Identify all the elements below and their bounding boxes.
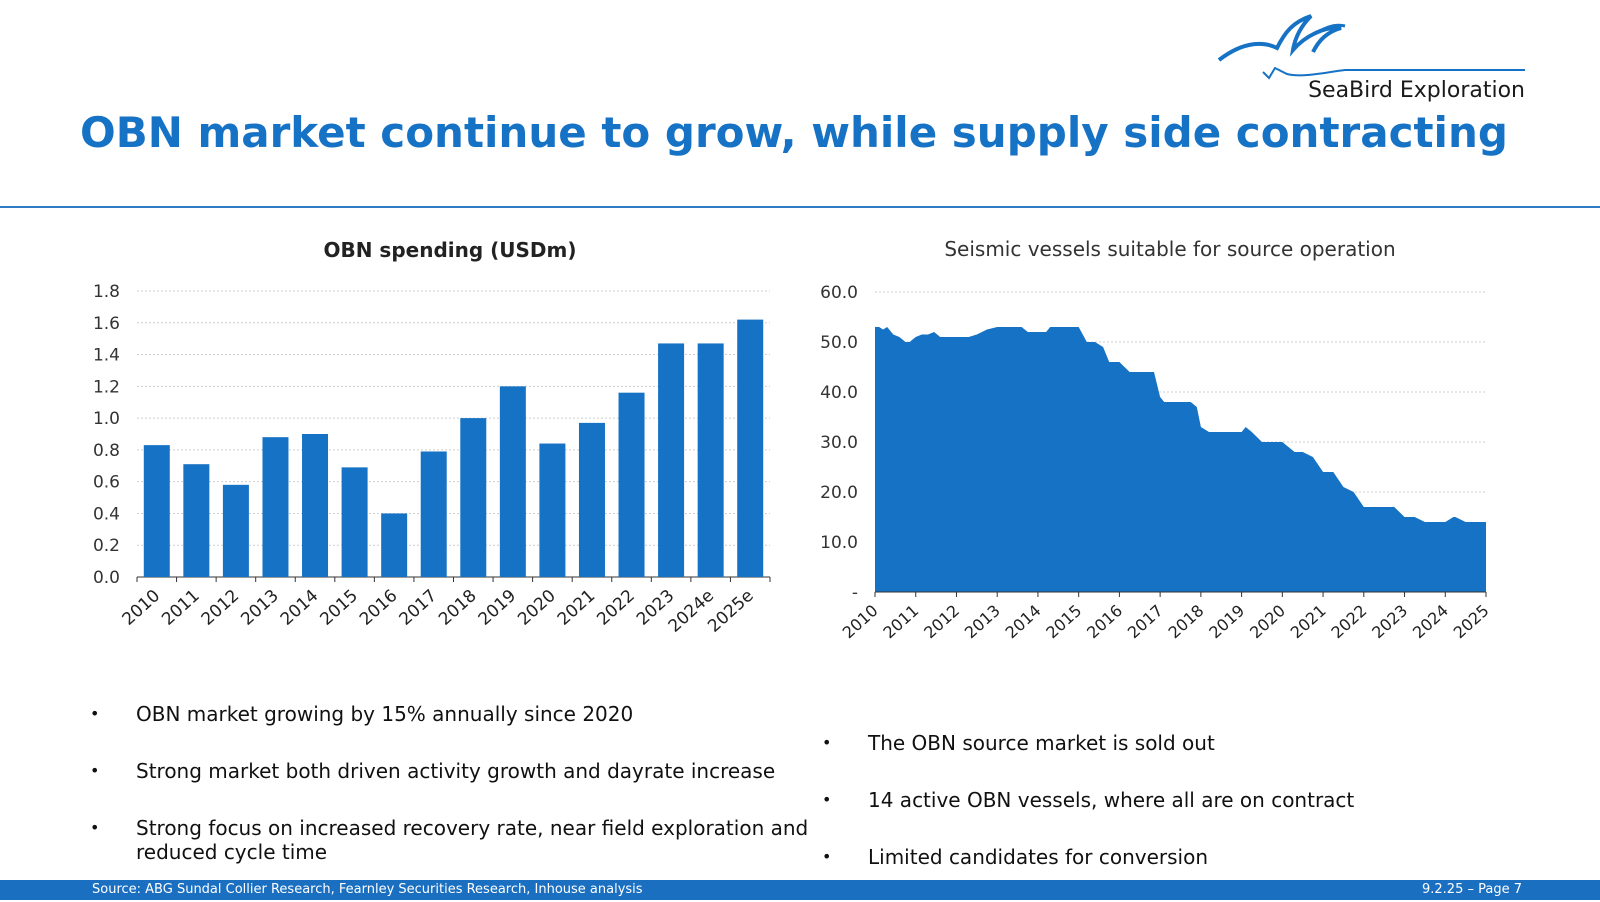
bar [539,443,566,577]
y-tick-label: 10.0 [820,533,858,553]
y-tick-label: 1.6 [93,314,120,334]
bar [381,513,408,577]
bar [658,343,685,577]
x-tick-label: 2020 [1246,601,1289,642]
seabird-icon [1217,14,1525,80]
y-tick-label: 30.0 [820,433,858,453]
y-tick-label: 20.0 [820,483,858,503]
list-item: 14 active OBN vessels, where all are on … [822,788,1522,812]
y-tick-label: 1.2 [93,377,120,397]
y-tick-label: 0.0 [93,568,120,588]
bar [222,484,249,577]
list-item: Strong market both driven activity growt… [90,759,810,783]
x-tick-label: 2016 [1083,601,1126,642]
footer-source: Source: ABG Sundal Collier Research, Fea… [92,882,643,897]
y-tick-label: 60.0 [820,283,858,303]
x-tick-label: 2014 [1002,601,1045,642]
obn-spending-bar-chart: 0.00.20.40.60.81.01.21.41.61.82010201120… [93,282,771,637]
seabird-logo: SeaBird Exploration [1215,12,1525,107]
x-tick-label: 2021 [1287,601,1330,642]
y-tick-label: 50.0 [820,333,858,353]
x-tick-label: 2011 [879,601,922,642]
x-tick-label: 2022 [1328,601,1371,642]
y-tick-label: 40.0 [820,383,858,403]
y-tick-label: 0.2 [93,536,120,556]
list-item: OBN market growing by 15% annually since… [90,702,810,726]
bar [460,418,487,577]
bar [578,422,605,577]
bar [737,319,764,577]
bar [143,445,170,577]
vessels-chart-title: Seismic vessels suitable for source oper… [944,237,1396,261]
x-tick-label: 2019 [1205,601,1248,642]
logo-text: SeaBird Exploration [1308,78,1525,103]
x-tick-label: 2018 [1165,601,1208,642]
page-title: OBN market continue to grow, while suppl… [80,108,1508,157]
y-tick-label: 0.8 [93,441,120,461]
bar [341,467,368,577]
y-tick-label: 1.0 [93,409,120,429]
x-tick-label: 2010 [839,601,882,642]
x-tick-label: 2024 [1409,601,1452,642]
list-item: The OBN source market is sold out [822,731,1522,755]
footer-page-number: 9.2.25 – Page 7 [1422,882,1522,897]
x-tick-label: 2015 [1042,601,1085,642]
obn-spending-chart-title: OBN spending (USDm) [323,238,577,262]
bar [183,464,210,577]
bar [302,434,329,577]
list-item: Limited candidates for conversion [822,845,1522,869]
x-tick-label: 2025 [1450,601,1493,642]
vessel-count-area [875,327,1486,592]
x-tick-label: 2023 [1368,601,1411,642]
right-bullet-list: The OBN source market is sold out 14 act… [822,731,1522,902]
bar [697,343,724,577]
y-tick-label: 1.4 [93,346,120,366]
y-tick-label: 0.6 [93,473,120,493]
y-tick-label: 0.4 [93,504,120,524]
y-tick-label: - [852,583,858,603]
bar [499,386,526,577]
footer-bar: Source: ABG Sundal Collier Research, Fea… [0,880,1600,900]
bar [618,392,645,577]
x-tick-label: 2012 [920,601,963,642]
title-divider [0,206,1600,208]
y-tick-label: 1.8 [93,282,120,302]
left-bullet-list: OBN market growing by 15% annually since… [90,702,810,864]
list-item: Strong focus on increased recovery rate,… [90,816,810,864]
x-tick-label: 2013 [961,601,1004,642]
x-tick-label: 2017 [1124,601,1167,642]
bar [262,437,289,577]
bar [420,451,447,577]
